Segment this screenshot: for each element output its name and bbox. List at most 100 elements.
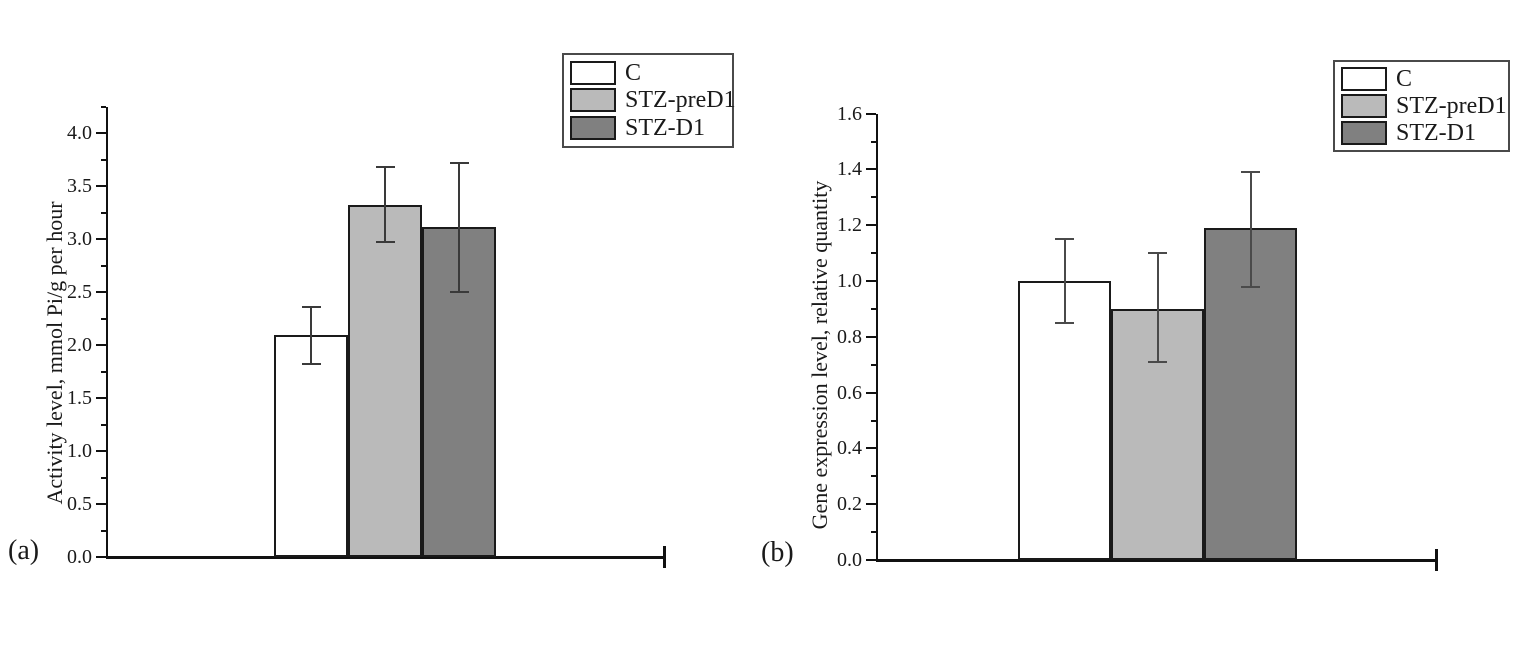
legend-label: STZ-D1 (625, 115, 705, 142)
bar-stz-pred1 (348, 205, 422, 557)
legend-label: STZ-preD1 (625, 87, 736, 114)
y-tick-label: 1.0 (837, 270, 862, 292)
y-tick-minor (871, 196, 876, 199)
y-tick-major (866, 168, 876, 171)
y-tick-minor (871, 363, 876, 366)
error-bar-line (384, 166, 386, 243)
error-bar-line (458, 162, 460, 292)
x-axis (876, 559, 1437, 562)
legend-label: STZ-preD1 (1396, 92, 1507, 119)
error-bar-cap-bottom (449, 291, 469, 293)
error-bar-line (310, 306, 312, 365)
error-bar-cap-top (1055, 238, 1074, 241)
y-tick-label: 0.2 (837, 493, 862, 516)
error-bar-line (1249, 172, 1252, 287)
y-tick-label: 1.5 (67, 387, 92, 409)
panel-a-label: (a) (8, 535, 40, 566)
y-tick-major (866, 447, 876, 450)
error-bar-cap-top (1148, 252, 1167, 255)
y-axis (876, 114, 878, 561)
panel-b-label: (b) (761, 537, 794, 568)
y-tick-minor (101, 370, 106, 373)
legend-swatch-c (570, 60, 616, 85)
legend-swatch-stz-d1 (570, 116, 616, 141)
y-tick-major (96, 238, 106, 240)
legend-swatch-c (1341, 67, 1387, 92)
y-tick-major (96, 132, 106, 134)
y-tick-major (866, 280, 876, 282)
y-tick-minor (101, 423, 106, 426)
error-bar-cap-top (375, 165, 395, 168)
y-tick-major (866, 559, 876, 561)
error-bar-cap-top (1241, 171, 1260, 174)
y-tick-label: 1.2 (837, 214, 862, 237)
error-bar-line (1063, 239, 1066, 323)
error-bar-cap-bottom (301, 363, 321, 366)
y-tick-major (866, 335, 876, 338)
legend: C STZ-preD1 STZ-D1 (562, 53, 736, 148)
error-bar-cap-bottom (1241, 285, 1260, 288)
y-tick-major (96, 450, 106, 452)
y-tick-label: 2.0 (67, 334, 92, 356)
y-tick-major (96, 185, 106, 187)
y-tick-minor (101, 529, 106, 532)
error-bar-cap-bottom (375, 241, 395, 244)
legend-label: C (1396, 66, 1413, 93)
y-tick-minor (871, 531, 876, 534)
x-axis-end-tick (1435, 549, 1438, 571)
y-tick-minor (871, 419, 876, 422)
legend-row-stz-d1: STZ-D1 (1341, 119, 1502, 146)
error-bar-cap-top (301, 305, 321, 308)
y-tick-label: 4.0 (67, 122, 92, 144)
y-tick-minor (101, 264, 106, 267)
legend-row-c: C (570, 59, 726, 86)
error-bar-cap-bottom (1055, 321, 1074, 324)
y-tick-label: 3.5 (67, 175, 92, 197)
error-bar-cap-bottom (1148, 360, 1167, 363)
y-tick-minor (101, 317, 106, 320)
legend-row-c: C (1341, 66, 1502, 93)
legend: C STZ-preD1 STZ-D1 (1333, 60, 1510, 152)
y-tick-major (866, 503, 876, 506)
y-tick-label: 1.6 (837, 102, 862, 125)
y-tick-label: 0.0 (67, 546, 92, 568)
bar-c (274, 335, 348, 557)
error-bar-line (1156, 253, 1159, 362)
legend-swatch-stz-pred1 (570, 88, 616, 113)
y-tick-major (866, 112, 876, 115)
y-tick-minor (101, 158, 106, 161)
y-tick-label: 0.0 (837, 549, 862, 571)
y-tick-minor (101, 476, 106, 479)
y-axis (106, 107, 108, 558)
legend-label: STZ-D1 (1396, 119, 1476, 146)
y-tick-label: 0.4 (837, 437, 862, 460)
y-tick-major (96, 291, 106, 293)
legend-label: C (625, 59, 642, 86)
y-tick-major (96, 397, 106, 399)
y-tick-minor (101, 211, 106, 214)
y-tick-minor (871, 252, 876, 255)
error-bar-cap-top (449, 161, 469, 164)
y-tick-minor (101, 105, 106, 108)
y-tick-minor (871, 475, 876, 478)
legend-swatch-stz-d1 (1341, 120, 1387, 145)
x-axis (106, 556, 665, 559)
y-tick-label: 0.5 (67, 493, 92, 515)
y-tick-major (96, 556, 106, 558)
legend-swatch-stz-pred1 (1341, 93, 1387, 118)
y-tick-label: 2.5 (67, 281, 92, 303)
legend-row-stz-d1: STZ-D1 (570, 115, 726, 142)
x-axis-end-tick (663, 546, 666, 568)
y-tick-major (96, 503, 106, 505)
y-tick-label: 0.6 (837, 381, 862, 404)
y-tick-major (866, 224, 876, 227)
y-tick-minor (871, 307, 876, 310)
y-tick-label: 1.4 (837, 158, 862, 181)
y-tick-label: 3.0 (67, 228, 92, 250)
y-tick-major (866, 391, 876, 394)
y-tick-major (96, 344, 106, 346)
legend-row-stz-pred1: STZ-preD1 (1341, 93, 1507, 118)
y-tick-label: 1.0 (67, 440, 92, 462)
legend-row-stz-pred1: STZ-preD1 (570, 88, 736, 113)
